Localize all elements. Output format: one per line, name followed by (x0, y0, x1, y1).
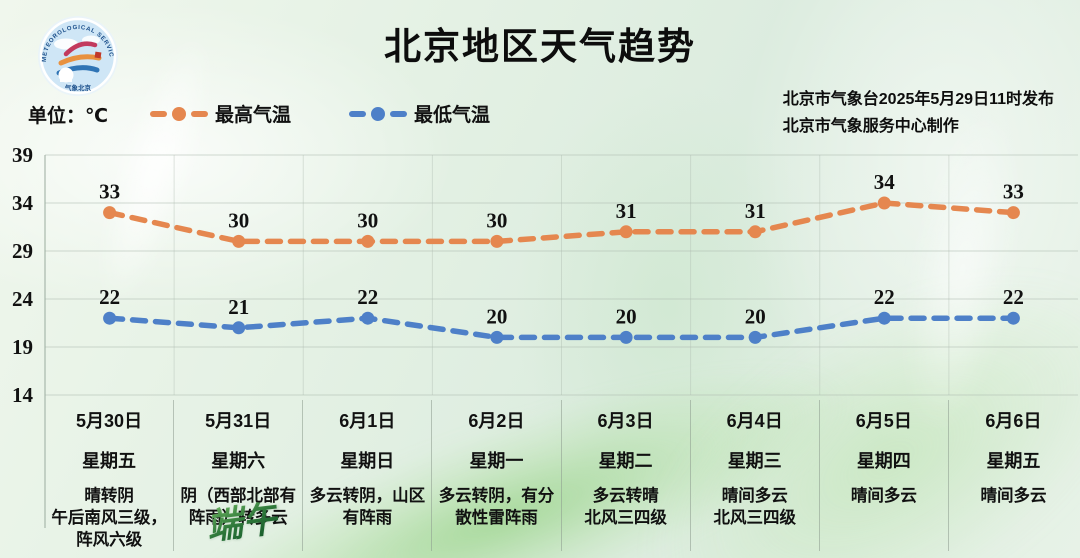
day-weather: 晴间多云 (850, 487, 917, 505)
day-weekday: 星期五 (82, 451, 137, 471)
day-column-6: 6月4日星期三晴间多云 北风三四级 (691, 400, 820, 552)
day-column-7: 6月5日星期四晴间多云 (820, 400, 949, 552)
day-date: 5月30日 (76, 411, 143, 431)
day-weekday: 星期二 (598, 451, 653, 471)
svg-text:22: 22 (874, 285, 895, 309)
day-weather: 晴转阴 午后南风三级，阵风六级 (51, 487, 167, 549)
day-weekday: 星期三 (727, 451, 782, 471)
publisher-line-1: 北京市气象台2025年5月29日11时发布 (782, 91, 1054, 108)
svg-text:21: 21 (228, 295, 249, 319)
day-date: 6月6日 (985, 411, 1042, 431)
svg-text:20: 20 (486, 304, 507, 328)
svg-text:19: 19 (12, 335, 33, 359)
unit-label: 单位：℃ (28, 106, 109, 127)
svg-text:30: 30 (357, 208, 378, 232)
publisher-info: 北京市气象台2025年5月29日11时发布 北京市气象服务中心制作 (783, 86, 1054, 140)
low-temp-line-icon (349, 106, 408, 121)
day-date: 5月31日 (205, 411, 272, 431)
day-date: 6月1日 (339, 411, 396, 431)
svg-text:20: 20 (745, 304, 766, 328)
day-date: 6月5日 (855, 411, 912, 431)
high-temp-line-icon (150, 106, 208, 121)
legend-item-low-temp: 最低气温 (349, 100, 490, 127)
svg-text:33: 33 (99, 180, 120, 204)
svg-text:39: 39 (12, 143, 33, 167)
day-weather: 晴间多云 北风三四级 (713, 487, 796, 527)
day-weekday: 星期六 (211, 451, 266, 471)
day-weather: 多云转晴 北风三四级 (584, 487, 667, 527)
day-weather: 晴间多云 (980, 487, 1047, 505)
publisher-line-2: 北京市气象服务中心制作 (782, 118, 959, 136)
svg-text:34: 34 (12, 191, 34, 215)
day-weekday: 星期四 (856, 451, 911, 471)
svg-text:31: 31 (616, 199, 637, 223)
daily-forecast-row: 5月30日星期五晴转阴午后南风三级，阵风六级5月31日星期六阴（西部北部有阵雨）… (45, 400, 1078, 552)
day-weekday: 星期五 (986, 451, 1041, 471)
chart-legend: 最高气温 最低气温 (150, 100, 490, 127)
legend-item-high-temp: 最高气温 (150, 100, 291, 127)
day-weather: 多云转阴，山区有阵雨 (309, 487, 426, 527)
day-date: 6月3日 (597, 411, 654, 431)
legend-label: 最高气温 (215, 105, 292, 126)
day-column-8: 6月6日星期五晴间多云 (949, 400, 1078, 551)
day-column-3: 6月1日星期日多云转阴，山区有阵雨 (303, 400, 433, 552)
svg-text:20: 20 (616, 304, 637, 328)
svg-text:30: 30 (486, 208, 507, 232)
svg-text:30: 30 (228, 208, 249, 232)
legend-label: 最低气温 (414, 105, 491, 126)
day-date: 6月4日 (726, 411, 783, 431)
day-date: 6月2日 (468, 411, 525, 431)
day-column-5: 6月3日星期二多云转晴 北风三四级 (562, 400, 691, 552)
svg-text:22: 22 (357, 285, 378, 309)
logo-bottom-text: 气象北京 (64, 83, 92, 92)
duanwu-festival-mark: 端午 (203, 490, 281, 550)
svg-text:34: 34 (874, 170, 896, 194)
day-weekday: 星期日 (340, 451, 395, 471)
svg-text:22: 22 (99, 285, 120, 309)
svg-text:24: 24 (12, 287, 34, 311)
day-column-1: 5月30日星期五晴转阴 午后南风三级，阵风六级 (45, 400, 175, 552)
svg-text:29: 29 (12, 239, 33, 263)
day-weather: 多云转阴，有分散性雷阵雨 (438, 487, 555, 527)
svg-text:31: 31 (745, 199, 766, 223)
svg-text:33: 33 (1003, 180, 1024, 204)
svg-text:22: 22 (1003, 285, 1024, 309)
day-weekday: 星期一 (469, 451, 524, 471)
day-column-4: 6月2日星期一多云转阴，有分散性雷阵雨 (432, 400, 562, 552)
svg-text:14: 14 (12, 383, 34, 407)
page-title: 北京地区天气趋势 (384, 26, 696, 67)
